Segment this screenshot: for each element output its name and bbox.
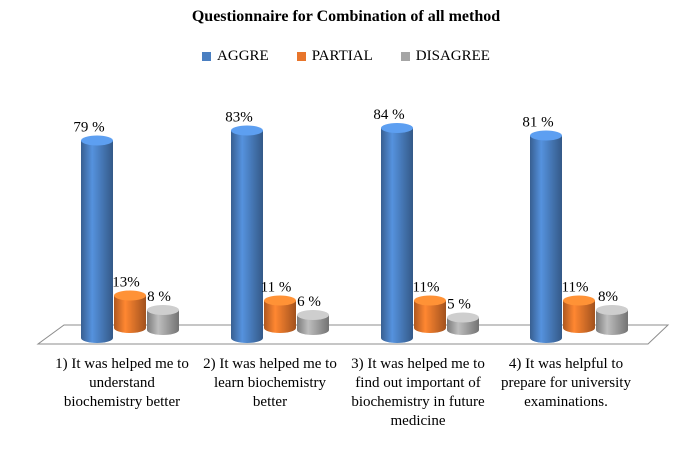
legend-item-aggre: AGGRE xyxy=(202,48,269,65)
bar-top-aggre-2 xyxy=(231,125,263,136)
bar-top-partial-4 xyxy=(563,295,595,306)
data-label-aggre-1: 79 % xyxy=(73,120,104,136)
bar-top-disagree-1 xyxy=(147,305,179,315)
bar-top-aggre-3 xyxy=(381,123,413,133)
chart-floor xyxy=(36,324,670,345)
bar-top-partial-1 xyxy=(114,290,146,301)
legend-swatch-disagree xyxy=(400,52,410,61)
bar-aggre-3 xyxy=(381,128,413,343)
bar-top-aggre-4 xyxy=(530,130,562,141)
bar-partial-1 xyxy=(114,295,146,333)
data-label-disagree-3: 5 % xyxy=(447,297,471,313)
legend-item-disagree: DISAGREE xyxy=(400,48,490,65)
category-label-1: 1) It was helped me to understand bioche… xyxy=(55,356,189,410)
data-label-aggre-3: 84 % xyxy=(373,107,404,123)
data-label-partial-2: 11 % xyxy=(261,280,292,296)
bar-partial-3 xyxy=(414,300,446,333)
data-label-partial-1: 13% xyxy=(112,275,140,291)
legend-item-partial: PARTIAL xyxy=(296,48,373,65)
legend: AGGRE PARTIAL DISAGREE xyxy=(0,48,692,65)
bar-disagree-2 xyxy=(297,315,329,335)
bar-aggre-4 xyxy=(530,135,562,343)
bar-disagree-1 xyxy=(147,310,179,335)
bar-aggre-1 xyxy=(81,140,113,343)
category-label-2: 2) It was helped me to learn biochemistr… xyxy=(203,356,337,410)
legend-label-aggre: AGGRE xyxy=(217,48,269,64)
legend-label-partial: PARTIAL xyxy=(311,48,373,64)
bar-top-disagree-4 xyxy=(596,305,628,315)
bar-top-disagree-2 xyxy=(297,310,329,320)
legend-swatch-aggre xyxy=(202,52,212,61)
data-label-partial-3: 11% xyxy=(413,280,440,296)
bar-partial-2 xyxy=(264,300,296,333)
bar-top-partial-3 xyxy=(414,295,446,306)
bar-top-disagree-3 xyxy=(447,312,479,323)
legend-label-disagree: DISAGREE xyxy=(415,48,490,64)
bar-aggre-2 xyxy=(231,130,263,343)
data-label-disagree-2: 6 % xyxy=(297,294,321,310)
data-label-aggre-2: 83% xyxy=(225,110,253,126)
bar-top-partial-2 xyxy=(264,295,296,306)
bar-disagree-4 xyxy=(596,310,628,335)
data-label-disagree-1: 8 % xyxy=(147,289,171,305)
bar-top-aggre-1 xyxy=(81,135,113,146)
category-label-3: 3) It was helped me to find out importan… xyxy=(351,356,485,429)
legend-swatch-partial xyxy=(296,52,306,61)
bar-disagree-3 xyxy=(447,317,479,335)
data-label-disagree-4: 8% xyxy=(598,289,618,305)
data-label-aggre-4: 81 % xyxy=(522,115,553,131)
chart-title: Questionnaire for Combination of all met… xyxy=(191,8,501,25)
bar-partial-4 xyxy=(563,300,595,333)
category-label-4: 4) It was helpful to prepare for univers… xyxy=(501,356,631,410)
data-label-partial-4: 11% xyxy=(562,280,589,296)
